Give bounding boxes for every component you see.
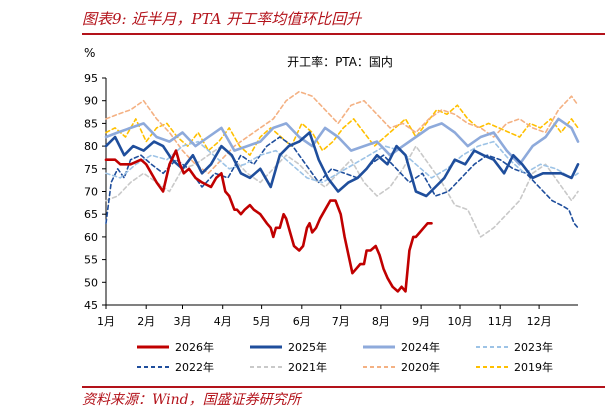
source-note: 资料来源：Wind，国盛证券研究所 bbox=[82, 392, 301, 408]
y-tick-label: 80 bbox=[84, 140, 98, 153]
x-tick-label: 10月 bbox=[448, 315, 473, 328]
legend-label: 2025年 bbox=[288, 340, 327, 354]
series-line-2022年 bbox=[105, 136, 579, 229]
y-tick-label: 95 bbox=[84, 72, 98, 85]
x-tick-label: 3月 bbox=[174, 315, 192, 328]
legend-label: 2021年 bbox=[288, 360, 327, 374]
x-tick-label: 4月 bbox=[214, 315, 232, 328]
y-tick-label: 90 bbox=[84, 95, 98, 108]
title-rule bbox=[82, 33, 605, 35]
y-tick-label: 75 bbox=[84, 163, 98, 176]
legend-label: 2026年 bbox=[175, 340, 214, 354]
x-axis: 1月 2月 3月 4月 5月 6月 7月 8月 9月 10月 11月 12月 bbox=[97, 304, 578, 328]
x-tick-label: 7月 bbox=[332, 315, 350, 328]
x-tick-label: 9月 bbox=[412, 315, 430, 328]
legend-label: 2022年 bbox=[175, 360, 214, 374]
legend: 2026年 2025年 2024年 2023年 2022年 2021年 2020年 2019年 bbox=[137, 340, 553, 374]
series-line-2019年 bbox=[105, 104, 579, 156]
y-tick-label: 60 bbox=[84, 231, 98, 244]
x-tick-label: 12月 bbox=[527, 315, 552, 328]
x-tick-label: 2月 bbox=[137, 315, 155, 328]
y-axis: 45 50 55 60 65 70 75 80 85 90 95 bbox=[84, 72, 107, 312]
y-axis-unit: % bbox=[84, 46, 95, 60]
series-line-2020年 bbox=[105, 90, 579, 175]
y-tick-label: 70 bbox=[84, 186, 98, 199]
series-line-2024年 bbox=[104, 117, 580, 166]
x-tick-label: 6月 bbox=[293, 315, 311, 328]
y-tick-label: 55 bbox=[84, 254, 98, 267]
legend-label: 2024年 bbox=[401, 340, 440, 354]
x-tick-label: 5月 bbox=[253, 315, 271, 328]
plot-area bbox=[104, 90, 580, 293]
x-tick-label: 8月 bbox=[372, 315, 390, 328]
legend-label: 2020年 bbox=[401, 360, 440, 374]
legend-label: 2019年 bbox=[514, 360, 553, 374]
source-rule bbox=[82, 386, 605, 388]
x-tick-label: 1月 bbox=[97, 315, 115, 328]
y-tick-label: 50 bbox=[84, 276, 98, 289]
legend-label: 2023年 bbox=[514, 340, 553, 354]
y-tick-label: 65 bbox=[84, 208, 98, 221]
series-line-2023年 bbox=[105, 140, 579, 184]
series-line-2026年 bbox=[104, 149, 433, 293]
y-tick-label: 85 bbox=[84, 117, 98, 130]
series-line-2025年 bbox=[104, 131, 580, 198]
x-tick-label: 11月 bbox=[488, 315, 513, 328]
y-tick-label: 45 bbox=[84, 299, 98, 312]
chart-title: 开工率：PTA：国内 bbox=[287, 54, 393, 69]
figure-title: 图表9: 近半月，PTA 开工率均值环比回升 bbox=[82, 10, 362, 28]
